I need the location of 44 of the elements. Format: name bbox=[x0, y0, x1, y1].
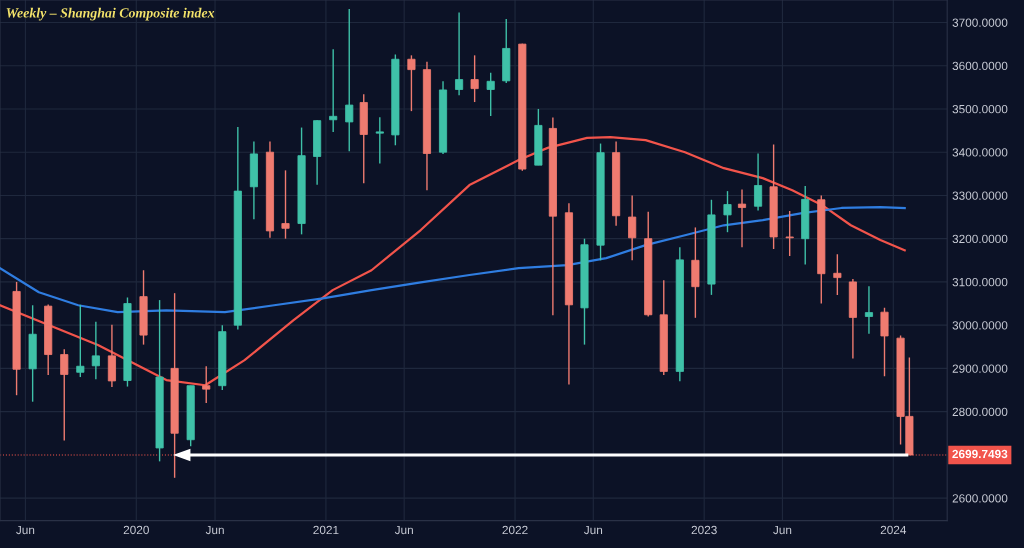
candlestick bbox=[486, 71, 495, 117]
candlestick bbox=[785, 210, 794, 257]
x-tick-label: 2021 bbox=[313, 525, 339, 535]
line-series bbox=[0, 206, 906, 314]
candlestick bbox=[723, 190, 732, 233]
candlestick bbox=[345, 8, 354, 153]
candlestick bbox=[407, 54, 416, 112]
x-tick-label: Jun bbox=[394, 525, 413, 535]
candlestick bbox=[455, 11, 464, 96]
y-tick-label: 3500.0000 bbox=[952, 105, 1008, 114]
y-tick-label: 2600.0000 bbox=[952, 494, 1008, 503]
candlestick bbox=[91, 321, 100, 380]
candlestick bbox=[470, 54, 479, 103]
candlestick bbox=[754, 152, 763, 212]
y-tick-label: 2800.0000 bbox=[952, 407, 1008, 417]
y-tick-label: 2900.0000 bbox=[952, 364, 1008, 373]
candlestick bbox=[737, 188, 747, 249]
x-tick-label: Jun bbox=[583, 525, 603, 535]
y-tick-label: 3200.0000 bbox=[952, 234, 1008, 244]
x-tick-label: Jun bbox=[205, 525, 224, 535]
candlestick bbox=[880, 307, 889, 377]
candlestick bbox=[281, 169, 290, 240]
y-tick-label: 3100.0000 bbox=[952, 277, 1008, 287]
candlestick bbox=[60, 348, 69, 442]
x-tick-label: Jun bbox=[773, 525, 792, 535]
candlestick bbox=[375, 116, 384, 165]
candlestick bbox=[202, 365, 211, 404]
candlestick bbox=[76, 304, 85, 378]
x-tick-label: 2023 bbox=[691, 525, 717, 535]
y-tick-label: 3600.0000 bbox=[952, 61, 1008, 71]
x-tick-label: 2020 bbox=[123, 525, 149, 535]
y-tick-label: 3700.0000 bbox=[952, 18, 1008, 27]
x-tick-label: 2024 bbox=[880, 525, 907, 535]
y-tick-label: 3300.0000 bbox=[952, 191, 1008, 200]
ref-line-label: 2699.7493 bbox=[952, 449, 1008, 459]
candlestick bbox=[864, 285, 873, 335]
x-tick-label: 2022 bbox=[502, 525, 528, 535]
x-tick-label: Jun bbox=[16, 525, 35, 535]
candlestick bbox=[329, 48, 338, 133]
y-tick-label: 3000.0000 bbox=[952, 321, 1008, 330]
y-tick-label: 3400.0000 bbox=[952, 148, 1008, 157]
candlestick bbox=[628, 194, 637, 261]
candlestick bbox=[833, 253, 842, 296]
text: Weekly – Shanghai Composite index bbox=[6, 7, 215, 21]
